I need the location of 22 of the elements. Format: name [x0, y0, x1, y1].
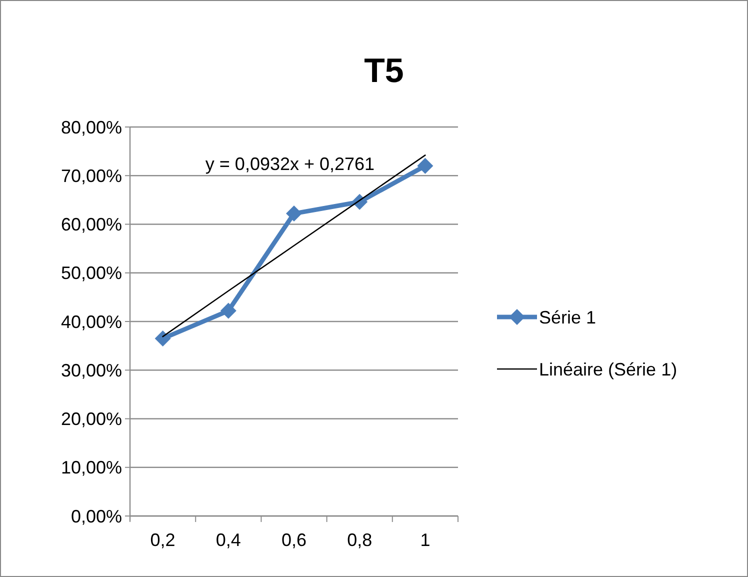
x-tick-label: 1 [420, 530, 430, 550]
x-tick-label: 0,4 [216, 530, 241, 550]
y-tick-label: 70,00% [60, 166, 122, 186]
y-tick-label: 0,00% [70, 506, 122, 526]
x-tick-label: 0,2 [150, 530, 176, 550]
point [154, 330, 171, 347]
y-tick-label: 60,00% [60, 214, 122, 235]
point [417, 158, 434, 174]
annotation: y = 0,0932x + 0,2761 [205, 154, 375, 174]
point [286, 206, 302, 222]
y-tick-label: 50,00% [60, 263, 122, 284]
chart-title: T5 [364, 52, 404, 90]
point [220, 302, 236, 319]
y-tick-label: 80,00% [60, 117, 122, 138]
y-tick-label: 30,00% [60, 360, 122, 380]
y-tick-label: 20,00% [60, 409, 122, 430]
x-tick-label: 0,8 [347, 530, 372, 550]
y-tick-label: 10,00% [60, 458, 122, 478]
y-tick-label: 40,00% [60, 312, 122, 332]
x-tick-label: 0,6 [281, 530, 307, 550]
legend-label: Linéaire (Série 1) [539, 359, 678, 380]
legend-label: Série 1 [539, 307, 596, 328]
